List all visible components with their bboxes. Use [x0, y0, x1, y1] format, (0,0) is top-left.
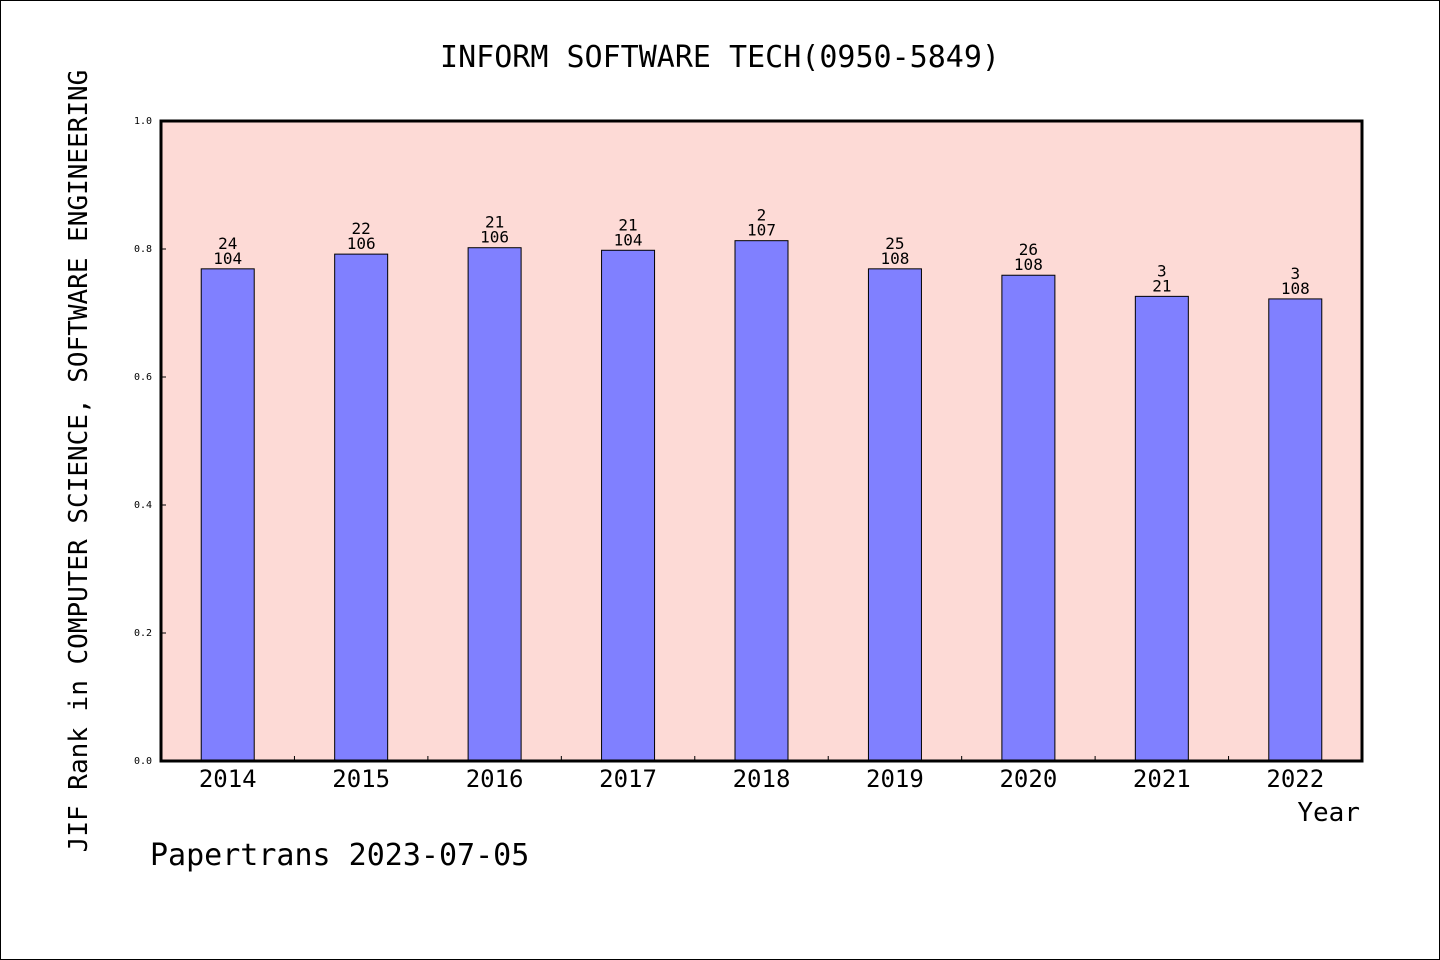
chart-title: INFORM SOFTWARE TECH(0950-5849) [440, 40, 1000, 75]
x-tick-label: 2018 [733, 765, 791, 793]
x-tick-label: 2021 [1133, 765, 1191, 793]
bar-rank-label: 26 [1019, 240, 1038, 259]
x-tick-label: 2015 [332, 765, 390, 793]
x-tick-label: 2014 [199, 765, 257, 793]
bar-total-label: 21 [1152, 276, 1171, 295]
bar-total-label: 108 [880, 249, 909, 268]
bar-total-label: 108 [1014, 255, 1043, 274]
bar-2017 [601, 249, 656, 762]
bar-2020 [1001, 274, 1056, 762]
bar-2021 [1134, 295, 1189, 762]
bar-total-label: 106 [480, 228, 509, 247]
bar-total-label: 104 [614, 230, 643, 249]
bar-rank-label: 21 [485, 213, 504, 232]
bar-total-label: 107 [747, 221, 776, 240]
bar-rank-label: 22 [352, 219, 371, 238]
bar-rank-label: 24 [218, 234, 237, 253]
bar-rank-label: 2 [757, 206, 767, 225]
y-tick-label: 0.2 [134, 628, 152, 639]
bar-rank-label: 3 [1290, 264, 1300, 283]
bar-total-label: 104 [213, 249, 242, 268]
y-tick-label: 1.0 [134, 116, 152, 127]
x-tick-label: 2022 [1266, 765, 1324, 793]
y-axis: 0.0 0.2 0.4 0.6 0.8 1.0 [134, 116, 166, 767]
bar-rank-label: 21 [618, 215, 637, 234]
footer-credit: Papertrans 2023-07-05 [150, 838, 529, 873]
x-tick-label: 2016 [466, 765, 524, 793]
y-tick-label: 0.0 [134, 756, 152, 767]
bar-2015 [334, 253, 389, 762]
plot-border [159, 119, 1364, 763]
bar-2018 [734, 240, 789, 762]
y-tick-label: 0.8 [134, 244, 152, 255]
y-tick-label: 0.4 [134, 500, 152, 511]
bar-2014 [200, 268, 255, 762]
bar-total-label: 108 [1281, 279, 1310, 298]
bar-2022 [1268, 298, 1323, 762]
x-axis-label: Year [1297, 798, 1360, 828]
y-axis-label: JIF Rank in COMPUTER SCIENCE, SOFTWARE E… [64, 70, 94, 853]
x-tick-label: 2020 [999, 765, 1057, 793]
bar-2019 [867, 268, 922, 762]
bar-rank-label: 25 [885, 234, 904, 253]
bar-rank-label: 3 [1157, 261, 1167, 280]
x-tick-label: 2019 [866, 765, 924, 793]
x-axis: 2014 2015 2016 2017 2018 2019 2020 2021 2022 [199, 756, 1324, 793]
x-tick-label: 2017 [599, 765, 657, 793]
bar-total-label: 106 [347, 234, 376, 253]
y-tick-label: 0.6 [134, 372, 152, 383]
bar-2016 [467, 247, 522, 762]
